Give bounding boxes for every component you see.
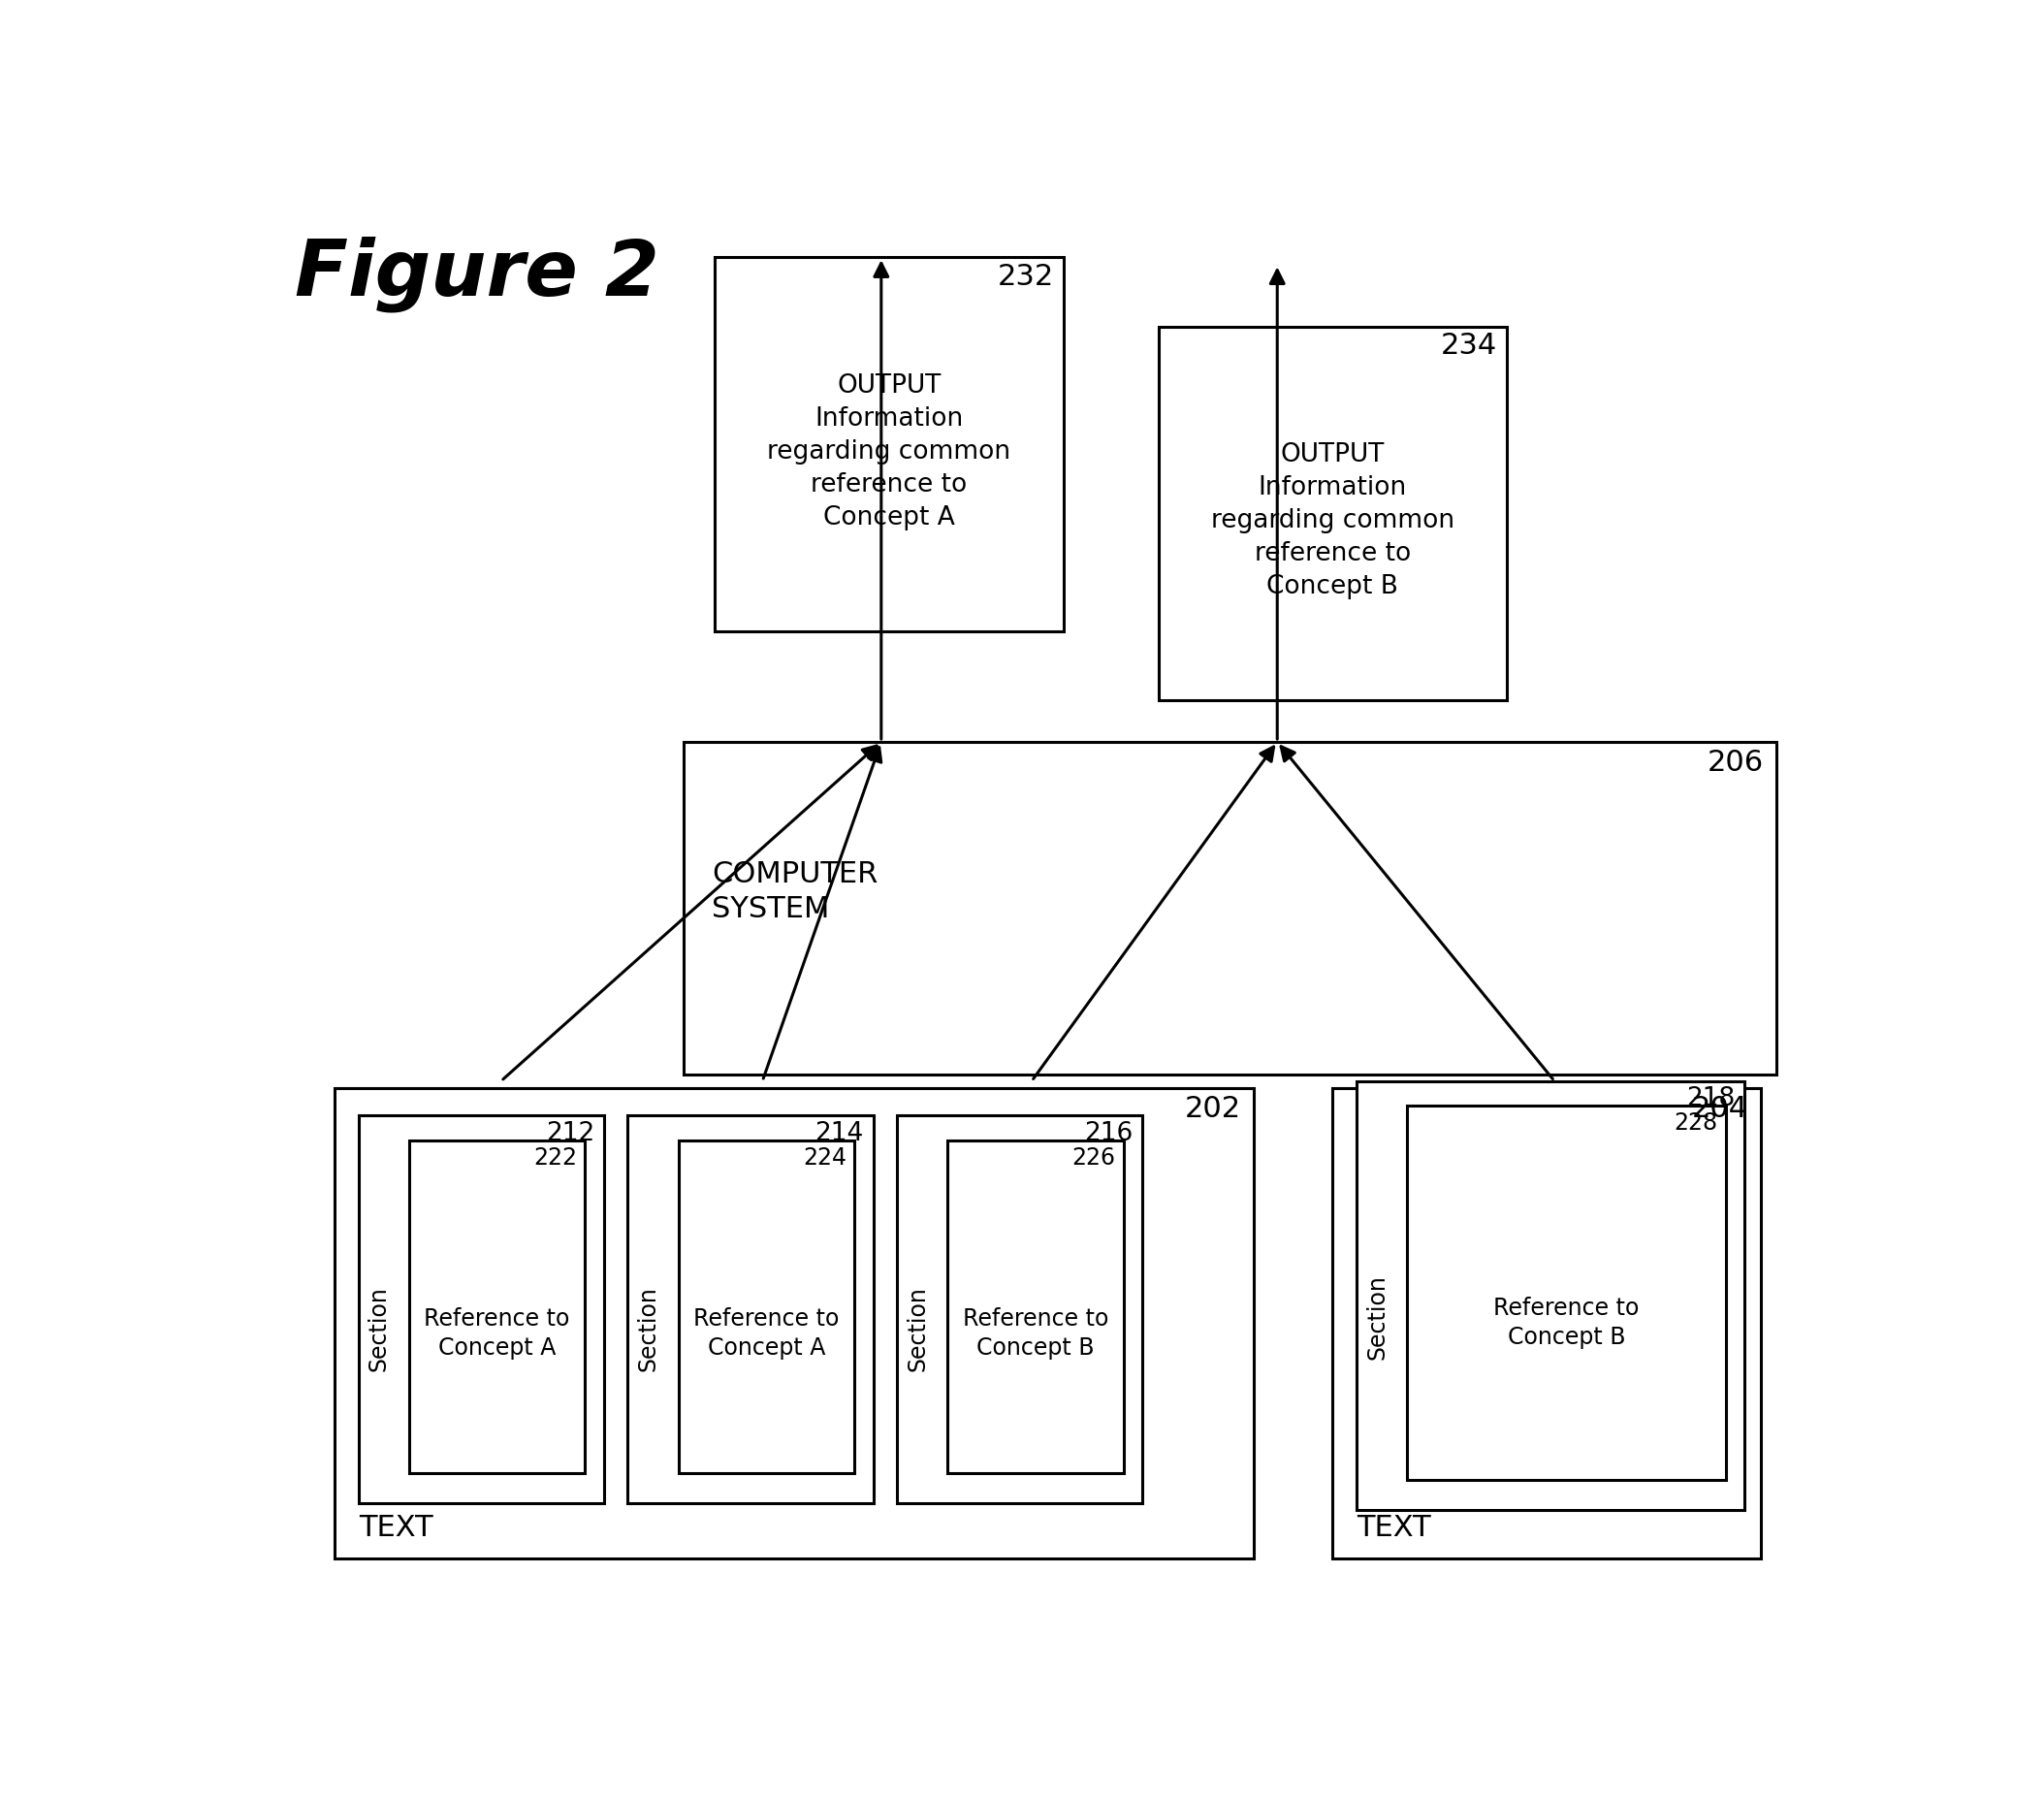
Bar (335, 1088, 1253, 1559)
Text: 228: 228 (1674, 1111, 1717, 1135)
Text: Reference to
Concept A: Reference to Concept A (425, 1307, 570, 1359)
Text: Section: Section (368, 1286, 390, 1372)
Bar (1357, 1081, 1744, 1510)
Text: Reference to
Concept A: Reference to Concept A (693, 1307, 840, 1359)
Bar (1159, 327, 1506, 701)
Bar (715, 257, 1063, 631)
Bar (683, 743, 1776, 1073)
Text: Figure 2: Figure 2 (294, 237, 660, 313)
Bar (358, 1115, 605, 1503)
Bar (409, 1140, 585, 1473)
Bar (948, 1140, 1124, 1473)
Text: 202: 202 (1183, 1095, 1241, 1124)
Bar (1406, 1106, 1725, 1480)
Text: Section: Section (638, 1286, 660, 1372)
Text: 204: 204 (1690, 1095, 1748, 1124)
Bar (1333, 1088, 1760, 1559)
Bar (628, 1115, 873, 1503)
Text: OUTPUT
Information
regarding common
reference to
Concept B: OUTPUT Information regarding common refe… (1210, 442, 1455, 599)
Text: 222: 222 (533, 1145, 576, 1169)
Text: 218: 218 (1686, 1086, 1735, 1111)
Bar (679, 1140, 854, 1473)
Text: Reference to
Concept B: Reference to Concept B (1494, 1296, 1639, 1348)
Text: Section: Section (1365, 1275, 1388, 1359)
Text: 216: 216 (1085, 1122, 1132, 1147)
Text: TEXT: TEXT (1357, 1514, 1431, 1543)
Text: OUTPUT
Information
regarding common
reference to
Concept A: OUTPUT Information regarding common refe… (766, 374, 1012, 530)
Text: 226: 226 (1071, 1145, 1116, 1169)
Text: 206: 206 (1707, 748, 1764, 777)
Text: 234: 234 (1441, 333, 1498, 360)
Text: COMPUTER
SYSTEM: COMPUTER SYSTEM (711, 859, 877, 922)
Text: Reference to
Concept B: Reference to Concept B (963, 1307, 1108, 1359)
Text: 232: 232 (997, 263, 1055, 291)
Text: Section: Section (905, 1286, 930, 1372)
Text: TEXT: TEXT (358, 1514, 433, 1543)
Text: 214: 214 (816, 1122, 865, 1147)
Text: 224: 224 (803, 1145, 846, 1169)
Text: 212: 212 (546, 1122, 595, 1147)
Bar (897, 1115, 1143, 1503)
